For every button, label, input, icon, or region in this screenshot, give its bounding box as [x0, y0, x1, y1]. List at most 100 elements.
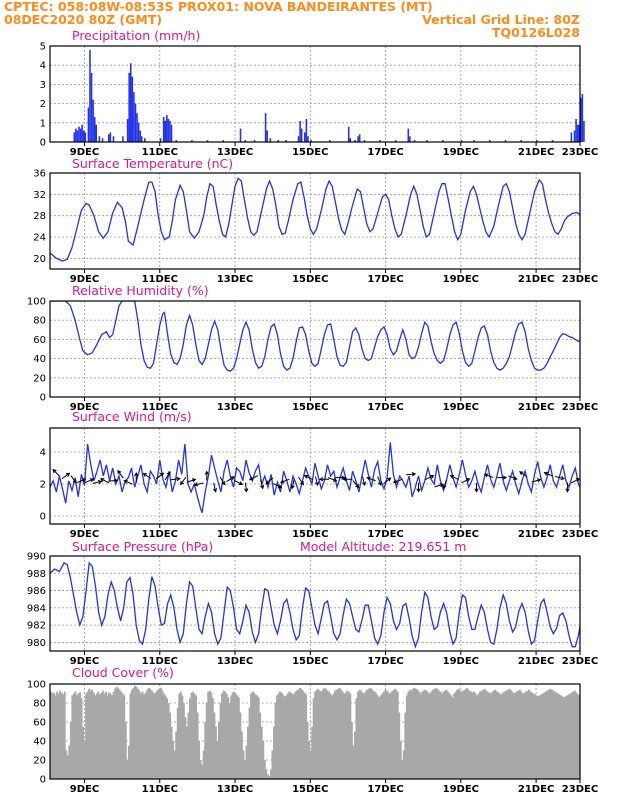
- cloud-cover-bar: [547, 689, 550, 779]
- humidity-xtick-label: 11DEC: [142, 402, 178, 413]
- precip-bar: [112, 136, 115, 142]
- cloud-cover-bar: [494, 689, 497, 779]
- cloud-cover-bar: [80, 698, 83, 779]
- precip-bar: [349, 138, 352, 142]
- precip-bar: [170, 124, 173, 142]
- cloud-cover-bar: [303, 692, 306, 779]
- cloud-cover-bar: [286, 693, 289, 779]
- wind-arrow: [212, 482, 218, 493]
- wind-arrow: [108, 478, 119, 483]
- cloud-cover-bar: [175, 731, 178, 779]
- cloud-cover-bar: [199, 760, 202, 779]
- cloud-cover-bar: [378, 697, 381, 779]
- cloud-cover-bar: [392, 690, 395, 779]
- precip-bar: [129, 63, 132, 142]
- cloud-cover-bar: [236, 695, 239, 779]
- wind-arrow: [508, 475, 518, 481]
- precipitation-xtick-label: 13DEC: [217, 147, 253, 158]
- precipitation-xtick-label: 11DEC: [142, 147, 178, 158]
- cloud-cover-bar: [210, 692, 213, 779]
- cloud-cover-bar: [416, 689, 419, 779]
- cloud-cover-bar: [120, 691, 123, 779]
- cloud-cover-bar: [341, 691, 344, 779]
- cloud-cover-bar: [289, 692, 292, 779]
- cloud-cover-bar: [126, 760, 129, 779]
- cloud-cover-bar: [546, 690, 549, 779]
- cloud-cover-bar: [156, 689, 159, 779]
- cloud-cover-bar: [476, 695, 479, 779]
- cloud-cover-bar: [124, 722, 127, 779]
- wind-arrow: [61, 472, 71, 480]
- wind-xtick-label: 23DEC: [562, 529, 598, 540]
- humidity-ytick-label: 60: [33, 335, 46, 346]
- cloud-cover-bar: [541, 693, 544, 779]
- cloud-cover-bar: [567, 694, 570, 779]
- precip-bar: [175, 140, 178, 142]
- precipitation-ytick-label: 2: [40, 99, 46, 110]
- cloud-cover-bar: [439, 691, 442, 779]
- cloud-cover-bar: [155, 691, 158, 779]
- precip-bar: [299, 120, 301, 142]
- cloud-cover-bar: [254, 694, 257, 779]
- cloud-cover-bar: [419, 693, 422, 779]
- cloud-cover-bar: [534, 694, 537, 779]
- cloud-cover-bar: [205, 703, 208, 779]
- wind-arrow: [519, 471, 528, 478]
- precip-bar: [109, 132, 112, 142]
- cloud-ytick-label: 60: [33, 718, 46, 729]
- pressure-ytick-label: 986: [27, 586, 46, 597]
- cloud-cover-bar: [256, 695, 259, 779]
- precip-bar: [93, 117, 96, 142]
- cloud-cover-bar: [298, 687, 301, 779]
- cloud-cover-bar: [240, 731, 243, 779]
- cloud-cover-bar: [211, 698, 214, 779]
- cloud-cover-bar: [121, 693, 124, 779]
- cloud-cover-bar: [495, 691, 498, 779]
- cloud-cover-bar: [100, 692, 103, 779]
- cloud-cover-bar: [317, 688, 320, 779]
- wind-arrow: [226, 476, 236, 483]
- cloud-cover-bar: [482, 689, 485, 779]
- cloud-cover-bar: [389, 693, 392, 779]
- wind-arrow: [434, 483, 445, 488]
- cloud-cover-bar: [492, 690, 495, 779]
- cloud-cover-bar: [454, 691, 457, 779]
- cloud-cover-bar: [393, 688, 396, 779]
- cloud-cover-bar: [433, 688, 436, 779]
- cloud-cover-bar: [550, 689, 553, 779]
- cloud-cover-bar: [445, 689, 448, 779]
- cloud-cover-bar: [382, 691, 385, 779]
- cloud-ytick-label: 20: [33, 756, 46, 767]
- cloud-cover-bar: [222, 690, 225, 779]
- cloud-cover-bar: [196, 712, 199, 779]
- cloud-cover-bar: [349, 693, 352, 779]
- cloud-cover-bar: [508, 688, 511, 779]
- cloud-cover-bar: [242, 750, 245, 779]
- cloud-cover-bar: [114, 688, 117, 779]
- cloud-cover-bar: [101, 690, 104, 779]
- wind-arrow: [314, 476, 320, 487]
- precip-bar: [75, 128, 77, 142]
- precip-bar: [134, 103, 137, 142]
- precip-bar: [536, 140, 538, 142]
- cloud-cover-bar: [294, 691, 297, 779]
- cloud-cover-bar: [514, 692, 517, 779]
- cloud-cover-bar: [557, 693, 560, 779]
- cloud-cover-bar: [329, 693, 332, 779]
- cloud-cover-bar: [346, 690, 349, 779]
- precipitation-xtick-label: 23DEC: [562, 147, 598, 158]
- precip-bar: [108, 134, 110, 142]
- cloud-cover-bar: [337, 688, 340, 779]
- cloud-cover-bar: [158, 688, 161, 779]
- cloud-cover-bar: [366, 689, 369, 779]
- temperature-xtick-label: 11DEC: [142, 274, 178, 285]
- cloud-cover-bar: [192, 691, 194, 779]
- cloud-cover-bar: [460, 691, 463, 779]
- header-grid-line: Vertical Grid Line: 80Z: [422, 12, 580, 27]
- cloud-cover-bar: [245, 745, 248, 779]
- cloud-xtick-label: 13DEC: [217, 784, 253, 795]
- precip-bar: [520, 140, 522, 142]
- cloud-cover-bar: [227, 697, 230, 779]
- wind-arrow: [117, 469, 124, 479]
- surface-wind-panel: Surface Wind (m/s) 0 2 4 9DEC 11DEC 13DEC 15DE…: [40, 409, 599, 540]
